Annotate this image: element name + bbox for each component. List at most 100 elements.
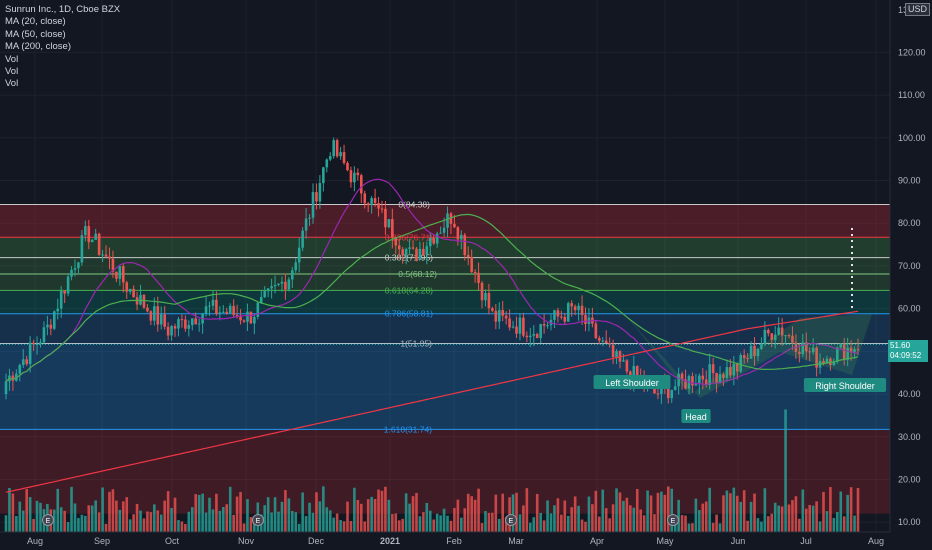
- volume-bar: [501, 493, 505, 532]
- annotation-text: Left Shoulder: [605, 378, 659, 388]
- candle-body: [825, 358, 829, 364]
- volume-bar: [363, 521, 367, 532]
- candle-body: [463, 234, 467, 256]
- candle-body: [280, 281, 284, 284]
- ma50-line: [5, 213, 859, 382]
- volume-bar: [480, 523, 484, 532]
- volume-bar: [204, 512, 208, 532]
- earnings-icon-label: E: [46, 518, 51, 525]
- candle-body: [653, 384, 656, 394]
- candle-body: [573, 306, 577, 311]
- candle-body: [749, 345, 753, 359]
- candle-body: [487, 293, 491, 309]
- annotation-text: Right Shoulder: [815, 381, 875, 391]
- candle-body: [380, 208, 384, 210]
- volume-bar: [535, 493, 539, 532]
- candle-body: [159, 314, 163, 325]
- candle-body: [225, 311, 229, 314]
- fib-level-label: 0.236(76.71): [385, 232, 433, 242]
- earnings-icon-label: E: [671, 518, 676, 525]
- volume-bar: [111, 489, 115, 532]
- earnings-icon: [667, 514, 679, 526]
- candle-body: [128, 288, 132, 292]
- volume-bar: [184, 523, 187, 532]
- volume-bar: [773, 502, 777, 532]
- volume-bar: [353, 487, 356, 532]
- candle-body: [746, 358, 749, 360]
- candle-body: [63, 290, 66, 294]
- candle-body: [377, 203, 380, 209]
- volume-bar: [277, 511, 280, 532]
- candle-body: [108, 256, 111, 259]
- candle-body: [308, 217, 311, 219]
- candle-body: [4, 381, 8, 395]
- candle-body: [532, 334, 536, 336]
- pattern-annotation[interactable]: Left Shoulder: [593, 375, 671, 389]
- candle-body: [187, 325, 191, 329]
- pattern-annotation[interactable]: Head: [681, 409, 711, 423]
- fib-level-label: 1.618(31.74): [384, 424, 432, 434]
- candle-body: [615, 351, 618, 358]
- candle-body: [125, 282, 129, 292]
- candle-body: [228, 305, 232, 314]
- candle-body: [184, 319, 187, 329]
- candle-body: [453, 223, 456, 228]
- candle-body: [773, 334, 777, 340]
- volume-bar: [208, 497, 211, 532]
- volume-bar: [704, 501, 708, 532]
- volume-bar: [711, 522, 715, 532]
- legend: Sunrun Inc., 1D, Cboe BZX MA (20, close)…: [5, 4, 120, 91]
- volume-bar: [625, 497, 629, 532]
- volume-bar: [801, 489, 805, 532]
- volume-bar: [649, 495, 653, 532]
- candle-body: [442, 227, 446, 233]
- candle-body: [222, 311, 225, 313]
- candle-body: [422, 248, 425, 255]
- currency-label[interactable]: USD: [904, 3, 930, 16]
- volume-bar: [680, 515, 684, 532]
- candle-body: [328, 156, 332, 160]
- volume-bar: [166, 491, 170, 532]
- volume-bar: [546, 500, 549, 532]
- candle-body: [853, 349, 856, 352]
- volume-bar: [356, 499, 360, 532]
- volume-bar: [66, 522, 70, 532]
- candle-body: [270, 286, 273, 289]
- candle-body: [311, 192, 315, 218]
- volume-bar: [325, 507, 329, 532]
- candle-body: [149, 311, 153, 321]
- volume-bar: [511, 494, 515, 532]
- y-tick-label: 40.00: [898, 389, 921, 399]
- candle-body: [522, 317, 525, 336]
- candle-body: [701, 375, 705, 380]
- candle-body: [121, 266, 125, 283]
- candle-body: [780, 327, 784, 336]
- volume-bar: [373, 498, 377, 532]
- volume-bar: [163, 500, 166, 532]
- volume-bar: [377, 489, 380, 532]
- candle-body: [666, 385, 670, 399]
- pattern-annotation[interactable]: Right Shoulder: [803, 378, 887, 392]
- volume-bar: [642, 515, 646, 532]
- candle-body: [218, 312, 222, 314]
- candle-body: [680, 373, 684, 380]
- volume-bar: [235, 496, 239, 532]
- volume-bar: [853, 515, 856, 532]
- volume-bar: [684, 515, 687, 532]
- fib-level-label: 0(84.38): [398, 200, 430, 210]
- volume-bar: [639, 509, 642, 532]
- annotation-box: [803, 378, 887, 392]
- candle-body: [439, 232, 442, 234]
- volume-bar: [494, 494, 498, 532]
- volume-bar: [328, 510, 332, 532]
- x-tick-label: Sep: [94, 536, 110, 546]
- candle-body: [325, 159, 329, 168]
- candle-body: [90, 239, 94, 243]
- volume-bar: [770, 513, 774, 532]
- legend-ma50: MA (50, close): [5, 28, 66, 40]
- volume-bar: [660, 491, 663, 532]
- candle-body: [404, 248, 408, 256]
- volume-bar: [187, 511, 191, 532]
